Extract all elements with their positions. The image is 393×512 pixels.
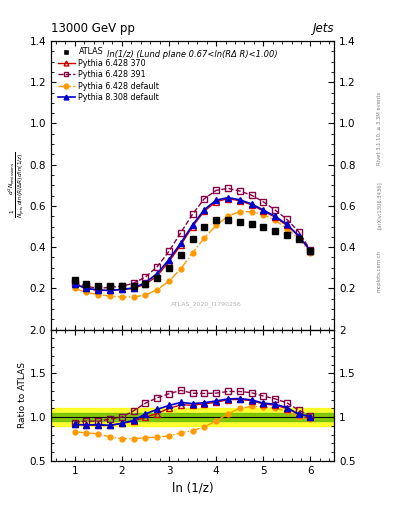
Bar xyxy=(51,413,334,421)
X-axis label: ln (1/z): ln (1/z) xyxy=(172,481,213,494)
Text: [arXiv:1306.3436]: [arXiv:1306.3436] xyxy=(377,181,382,229)
Text: Jets: Jets xyxy=(312,22,334,35)
Legend: ATLAS, Pythia 6.428 370, Pythia 6.428 391, Pythia 6.428 default, Pythia 8.308 de: ATLAS, Pythia 6.428 370, Pythia 6.428 39… xyxy=(55,45,162,104)
Y-axis label: Ratio to ATLAS: Ratio to ATLAS xyxy=(18,362,27,428)
Text: 13000 GeV pp: 13000 GeV pp xyxy=(51,22,135,35)
Text: mcplots.cern.ch: mcplots.cern.ch xyxy=(377,250,382,292)
Text: ATLAS_2020_I1790256: ATLAS_2020_I1790256 xyxy=(171,301,242,307)
Bar xyxy=(51,408,334,426)
Text: Rivet 3.1.10, ≥ 3.3M events: Rivet 3.1.10, ≥ 3.3M events xyxy=(377,91,382,165)
Y-axis label: $\frac{1}{N_\mathrm{jets}}\frac{d^2 N_\mathrm{emissions}}{d\ln(R/\Delta R)\,d\ln: $\frac{1}{N_\mathrm{jets}}\frac{d^2 N_\m… xyxy=(6,152,27,218)
Text: ln(1/z) (Lund plane 0.67<ln(RΔ R)<1.00): ln(1/z) (Lund plane 0.67<ln(RΔ R)<1.00) xyxy=(107,50,278,58)
